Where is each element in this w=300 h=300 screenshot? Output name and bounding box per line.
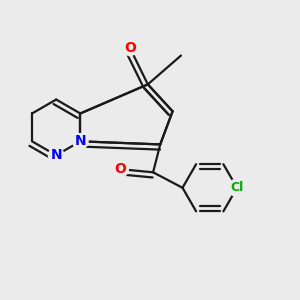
Text: O: O xyxy=(115,162,127,176)
Text: O: O xyxy=(124,41,136,55)
Circle shape xyxy=(73,134,88,149)
Text: N: N xyxy=(74,134,86,148)
Circle shape xyxy=(48,148,64,163)
Circle shape xyxy=(113,161,128,177)
Circle shape xyxy=(228,179,246,196)
Text: N: N xyxy=(50,148,62,162)
Text: Cl: Cl xyxy=(230,181,244,194)
Circle shape xyxy=(122,40,138,56)
